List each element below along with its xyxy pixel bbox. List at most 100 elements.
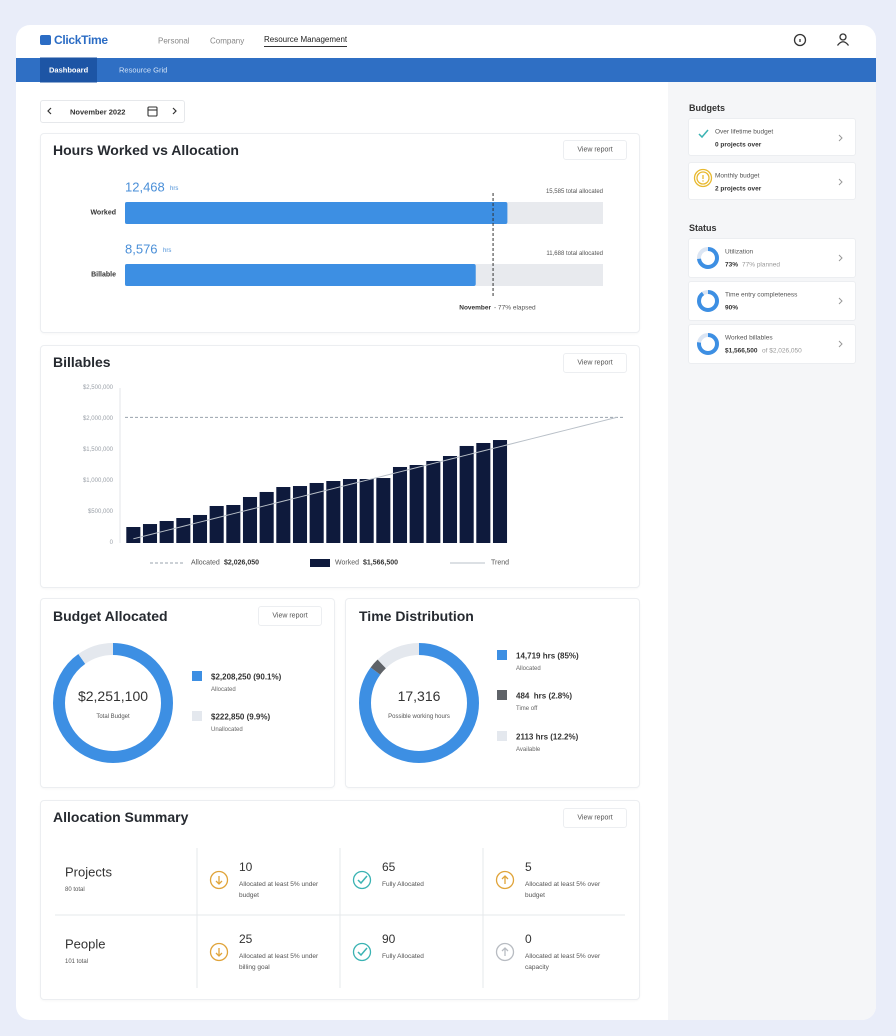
view-report-label[interactable]: View report: [577, 146, 613, 154]
sub-nav-bar: [16, 58, 876, 82]
sub-nav-tab[interactable]: Resource Grid: [119, 65, 168, 75]
view-report-label[interactable]: View report: [577, 814, 613, 822]
hours-unit: hrs: [170, 186, 179, 192]
worked-bar: [292, 486, 308, 543]
calendar-icon[interactable]: [147, 106, 158, 117]
cell-label: Allocated at least 5% over capacity: [525, 953, 601, 971]
worked-bar: [409, 465, 424, 543]
view-report-button[interactable]: [563, 140, 627, 160]
worked-bar: [442, 456, 458, 543]
card-title: Time Distribution: [359, 608, 474, 624]
nav-tab[interactable]: Resource Management: [264, 35, 348, 47]
worked-bar: [209, 505, 224, 543]
legend-value: 2113 hrs (12.2%): [516, 732, 579, 742]
worked-bar: [259, 491, 274, 543]
sub-nav-tab[interactable]: Dashboard: [40, 57, 98, 83]
date-arrows[interactable]: [47, 107, 177, 115]
nav-tab[interactable]: Personal: [158, 36, 190, 46]
sidebar-title: Budgets: [689, 103, 725, 113]
cell-value: 0: [525, 932, 532, 946]
view-report-button[interactable]: [258, 606, 322, 626]
view-report-button[interactable]: [563, 353, 627, 373]
sidebar-title: Status: [689, 223, 717, 233]
user-icon[interactable]: [836, 33, 850, 46]
y-tick-label: $500,000: [87, 509, 113, 515]
budget-detail: 2 projects over: [715, 185, 762, 193]
worked-bar: [326, 481, 341, 543]
worked-bar: [492, 440, 508, 543]
hours-value: 8,576: [125, 241, 158, 257]
budget-icon: [702, 180, 704, 182]
chevron: [838, 254, 843, 262]
cell-label: Allocated at least 5% under budget: [239, 881, 319, 899]
row-total: 101 total: [65, 959, 89, 965]
donut-segment: [53, 643, 173, 763]
status-name: Time entry completeness: [725, 291, 798, 299]
budget-item[interactable]: [688, 118, 856, 156]
cell-value: 25: [239, 932, 253, 946]
allocated-label: 15,585 total allocated: [545, 189, 603, 195]
view-report-label[interactable]: View report: [272, 612, 308, 620]
status-ring: [697, 333, 719, 355]
summary-icon: [209, 870, 229, 890]
status-name: Worked billables: [725, 334, 773, 342]
view-report-label[interactable]: View report: [577, 359, 613, 367]
elapsed-label: - 77% elapsed: [494, 304, 536, 312]
y-tick-label: $1,500,000: [82, 447, 113, 453]
status-ring: [697, 290, 719, 312]
card-title: Billables: [53, 354, 111, 370]
worked-bar: [392, 466, 408, 543]
status-secondary: of $2,026,050: [762, 347, 802, 355]
worked-bar: [359, 479, 374, 543]
donut-center-value: 17,316: [397, 688, 441, 704]
legend-name: Worked: [335, 559, 359, 567]
status-value: 73%: [725, 261, 739, 269]
y-tick-label: $1,000,000: [82, 478, 113, 484]
worked-bar: [176, 518, 191, 543]
legend-swatch: [497, 650, 507, 660]
summary-icon: [357, 875, 368, 885]
row-name: People: [65, 936, 106, 952]
budget-detail: 0 projects over: [715, 141, 762, 149]
worked-bar: [342, 479, 358, 543]
legend-category: Allocated: [516, 666, 541, 672]
card-title: Hours Worked vs Allocation: [53, 142, 239, 158]
summary-icon: [501, 947, 509, 952]
budget-item[interactable]: [688, 162, 856, 200]
worked-bar: [226, 504, 241, 543]
hours-unit: hrs: [163, 248, 172, 254]
summary-icon: [501, 875, 509, 880]
worked-bar: [459, 445, 474, 543]
status-name: Utilization: [725, 248, 754, 256]
worked-bar: [192, 514, 208, 543]
worked-bar: [276, 487, 291, 543]
chevron: [838, 340, 843, 348]
worked-bar: [126, 527, 141, 543]
chevron: [838, 297, 843, 305]
summary-icon: [215, 952, 223, 957]
chevron: [838, 178, 843, 186]
card-title: Allocation Summary: [53, 809, 189, 825]
nav-tab[interactable]: Company: [210, 36, 245, 46]
date-picker[interactable]: [40, 100, 185, 123]
worked-bar: [142, 524, 158, 543]
summary-icon: [495, 870, 515, 890]
row-label: Worked: [90, 209, 116, 217]
donut-center-label: Possible working hours: [388, 714, 450, 720]
legend-total: $2,026,050: [224, 559, 260, 567]
hours-card: [40, 133, 640, 333]
row-label: Billable: [91, 271, 116, 279]
y-tick-label: $2,500,000: [82, 385, 113, 391]
legend-category: Available: [516, 747, 541, 753]
status-value: 90%: [725, 304, 739, 312]
cell-label: Fully Allocated: [382, 953, 424, 960]
view-report-button[interactable]: [563, 808, 627, 828]
legend-category: Allocated: [211, 687, 236, 693]
summary-icon: [215, 880, 223, 885]
donut-center-label: Total Budget: [96, 714, 130, 720]
help-icon[interactable]: [793, 33, 807, 47]
date-label[interactable]: November 2022: [70, 107, 126, 117]
card-title: Budget Allocated: [53, 608, 168, 624]
